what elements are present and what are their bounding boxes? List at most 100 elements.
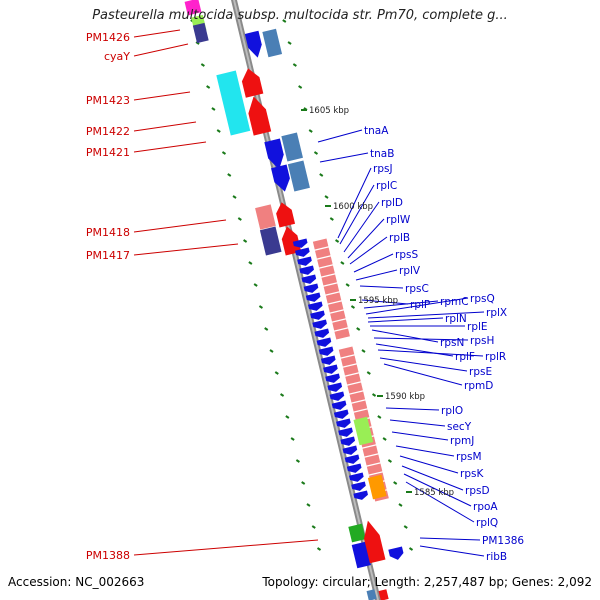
right-label-rplp: rplP [410, 299, 430, 311]
left-label-pm1423: PM1423 [86, 94, 130, 107]
right-label-rpoa: rpoA [473, 501, 498, 513]
tick-mark [329, 217, 334, 221]
right-label-rpse: rpsE [469, 366, 492, 378]
gene-rp-block [338, 346, 355, 358]
right-label-rpss: rpsS [395, 249, 418, 261]
tick-mark [200, 63, 205, 67]
left-label-pm1388: PM1388 [86, 549, 130, 562]
gene-tnaB-block [287, 160, 310, 192]
leader-line [403, 473, 472, 507]
gene-rp-arrow [336, 418, 351, 428]
gene-rp-block [351, 400, 368, 412]
leader-line [133, 141, 207, 153]
leader-line [367, 317, 444, 323]
gene-rpoA-block [367, 474, 387, 500]
kbp-label: 1585 kbp [414, 488, 454, 498]
tick-mark [258, 305, 263, 309]
left-gene-labels: PM1426 cyaY PM1423 PM1422 PM1421 PM1418 PM1417… [86, 31, 130, 562]
gene-rp-arrow [312, 319, 327, 329]
leader-line [343, 201, 380, 253]
topology-text: Topology: circular; Length: 2,257,487 bp… [262, 575, 592, 589]
gene-rp-block [327, 301, 344, 313]
gene-arrow-forward [276, 202, 296, 228]
label-leader-lines [133, 29, 485, 557]
tick-mark [227, 173, 232, 177]
gene-rp-arrow [325, 373, 340, 383]
tick-mark [387, 459, 392, 463]
leader-line [373, 337, 469, 341]
gene-rp-arrow [307, 301, 323, 311]
tick-mark [282, 19, 287, 23]
leader-line [377, 349, 484, 357]
right-label-rpsd: rpsD [465, 485, 490, 497]
gene-rp-block [366, 463, 383, 475]
right-label-rplf: rplF [455, 351, 475, 363]
leader-line [133, 243, 239, 256]
gene-arrow-forward [241, 68, 264, 98]
tick-mark [216, 129, 221, 133]
gene-rp-arrow [338, 427, 353, 437]
gene-pm1388-block [348, 523, 366, 543]
leader-line [419, 537, 481, 541]
right-label-rpld: rplD [381, 197, 403, 209]
gene-tnaB-arrow [271, 164, 290, 192]
gene-features [184, 0, 404, 600]
leader-line [133, 29, 181, 38]
tick-mark [211, 107, 216, 111]
tick-mark [290, 437, 295, 441]
gene-rp-block [323, 283, 340, 295]
right-label-pm1386: PM1386 [482, 535, 524, 547]
right-label-rpmj: rpmJ [450, 435, 474, 447]
right-label-rplb: rplB [389, 232, 410, 244]
gene-rp-arrow [305, 292, 321, 302]
gene-rp-arrow [344, 454, 360, 464]
gene-rp-arrow [342, 445, 358, 455]
leader-line [353, 253, 394, 273]
leader-line [133, 219, 227, 233]
gene-tnaA-block [281, 132, 303, 162]
right-label-tnab: tnaB [370, 148, 394, 160]
gene-bottom [378, 589, 389, 600]
gene-rp-block [332, 319, 348, 331]
tick-mark [253, 283, 258, 287]
gene-rp-block [321, 274, 337, 286]
gene-rp-arrow [303, 283, 319, 293]
tick-mark [269, 349, 274, 353]
tick-mark [306, 503, 311, 507]
leader-line [385, 407, 440, 411]
tick-mark [403, 525, 408, 529]
leader-line [133, 539, 319, 556]
tick-mark [361, 349, 366, 353]
right-label-rplc: rplC [376, 180, 397, 192]
leader-line [399, 455, 459, 474]
right-label-rpsk: rpsK [460, 468, 484, 480]
tick-mark [301, 481, 306, 485]
right-label-rpsn: rpsN [440, 337, 464, 349]
gene-rp-arrow [318, 346, 334, 356]
right-label-tnaa: tnaA [364, 125, 389, 137]
leader-line [339, 184, 375, 245]
tick-mark [398, 503, 403, 507]
left-label-pm1421: PM1421 [86, 146, 130, 159]
gene-rp-arrow [353, 490, 368, 500]
right-label-ribb: ribB [486, 551, 507, 563]
gene-rp-arrow [349, 472, 364, 482]
leader-line [361, 299, 409, 305]
leader-line [401, 465, 464, 491]
leader-line [367, 311, 485, 319]
leader-line [133, 121, 197, 132]
leader-line [371, 329, 439, 343]
gene-rp-arrow [299, 265, 314, 275]
right-label-rplw: rplW [386, 214, 411, 226]
leader-line [419, 545, 485, 557]
tick-mark [345, 283, 350, 287]
gene-arrow-forward [281, 226, 302, 256]
kbp-label: 1605 kbp [309, 106, 349, 116]
tick-mark [298, 85, 303, 89]
gene-rp-arrow [320, 355, 336, 365]
right-label-rplx: rplX [486, 307, 507, 319]
tick-mark [264, 327, 269, 331]
leader-line [363, 300, 439, 309]
tick-mark [248, 261, 253, 265]
gene-rp-block [347, 382, 363, 394]
